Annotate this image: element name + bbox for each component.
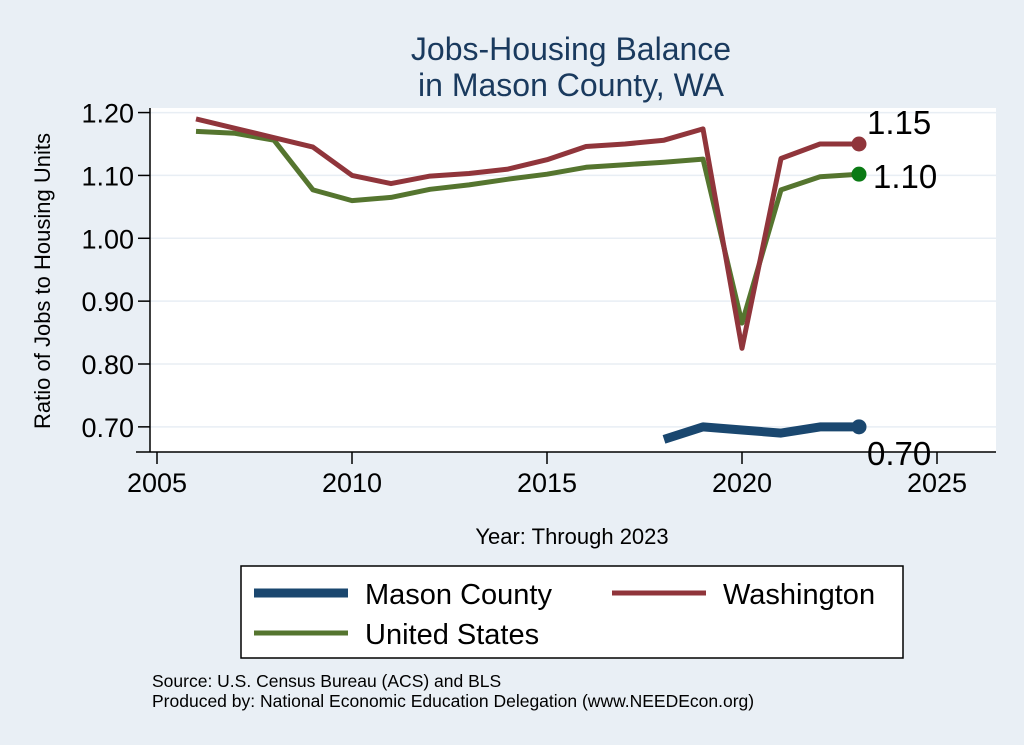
legend-item-united-states: United States xyxy=(254,619,539,651)
end-label-united-states: 1.10 xyxy=(873,158,937,195)
end-label-mason: 0.70 xyxy=(867,435,931,472)
y-tick-label-3: 1.00 xyxy=(81,224,134,254)
source-note: Source: U.S. Census Bureau (ACS) and BLS xyxy=(152,671,501,691)
legend-box xyxy=(240,565,904,659)
x-tick-label-4: 2025 xyxy=(907,468,967,498)
y-tick-label-1: 0.80 xyxy=(81,350,134,380)
x-axis-title: Year: Through 2023 xyxy=(475,524,668,549)
legend-item-washington: Washington xyxy=(612,579,875,611)
y-tick-label-2: 0.90 xyxy=(81,287,134,317)
x-tick-label-3: 2020 xyxy=(712,468,772,498)
y-tick-label-4: 1.10 xyxy=(81,161,134,191)
legend-item-mason: Mason County xyxy=(254,579,552,611)
legend-label-washington: Washington xyxy=(723,579,875,611)
legend-label-united-states: United States xyxy=(365,619,539,651)
end-label-washington: 1.15 xyxy=(867,104,931,141)
x-tick-label-0: 2005 xyxy=(127,468,187,498)
x-tick-label-2: 2015 xyxy=(517,468,577,498)
y-tick-label-0: 0.70 xyxy=(81,413,134,443)
y-axis-title: Ratio of Jobs to Housing Units xyxy=(30,133,55,429)
series-endpoint-mason xyxy=(851,419,867,435)
produced-by-note: Produced by: National Economic Education… xyxy=(152,691,754,711)
legend-label-mason: Mason County xyxy=(365,579,552,611)
series-line-united-states xyxy=(195,128,860,326)
x-tick-label-1: 2010 xyxy=(322,468,382,498)
plot-area xyxy=(150,108,996,452)
x-axis-ticks: 2005 2010 2015 2020 2025 xyxy=(127,452,967,498)
series-line-mason xyxy=(662,422,859,444)
y-axis-ticks: 0.70 0.80 0.90 1.00 1.10 1.20 xyxy=(81,99,150,443)
chart-title-line-1: Jobs-Housing Balance xyxy=(411,31,731,67)
series-endpoint-washington xyxy=(851,136,867,152)
series-line-washington xyxy=(195,116,859,351)
series-endpoint-united-states xyxy=(851,166,867,182)
series-layer: 1.10 1.15 0.70 xyxy=(195,104,937,472)
chart-title-line-2: in Mason County, WA xyxy=(418,67,725,103)
y-tick-label-5: 1.20 xyxy=(81,99,134,129)
